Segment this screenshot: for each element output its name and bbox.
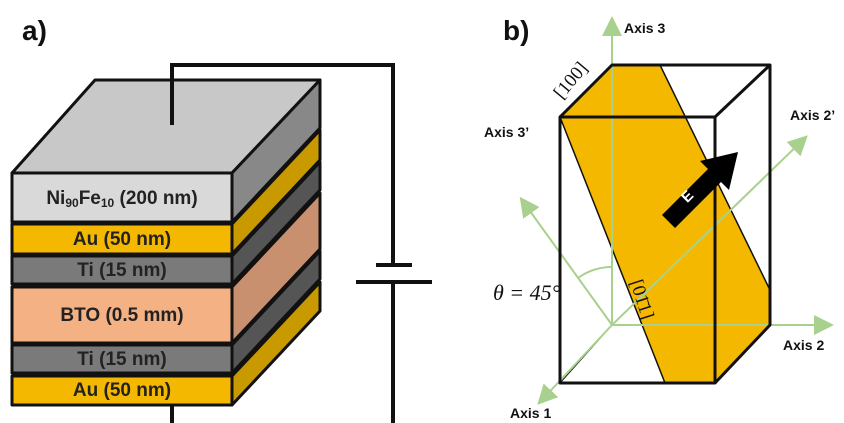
- axis-label: Axis 1: [510, 405, 551, 421]
- angle-label: θ = 45°: [493, 280, 561, 305]
- layer-label: Au (50 nm): [73, 380, 171, 401]
- axis-label: Axis 2: [783, 337, 824, 353]
- layer-label: Au (50 nm): [73, 229, 171, 250]
- layer-label: BTO (0.5 mm): [60, 305, 183, 326]
- layer-label: Ti (15 nm): [77, 349, 166, 370]
- subscript: 10: [101, 196, 115, 210]
- layer-label: Ti (15 nm): [77, 260, 166, 281]
- circuit: [170, 63, 432, 423]
- axes: [519, 16, 834, 405]
- subscript: 90: [65, 196, 79, 210]
- axis-label: Axis 2’: [790, 107, 835, 123]
- panel-label: b): [503, 15, 529, 46]
- panel-label: a): [22, 15, 47, 46]
- field-arrow: [662, 152, 738, 228]
- layer-stack: [10, 78, 322, 407]
- axis-label: Axis 3’: [484, 124, 529, 140]
- layer-label: Ni90Fe10 (200 nm): [46, 188, 197, 210]
- axis-label: Axis 3: [624, 20, 665, 36]
- crystal-plane: [559, 64, 771, 384]
- text: Fe: [79, 188, 101, 209]
- layer-labels: Ni90Fe10 (200 nm) Au (50 nm) Ti (15 nm) …: [46, 188, 197, 401]
- text: Ni: [46, 188, 65, 209]
- crystal-edges: [558, 63, 772, 385]
- text: (200 nm): [114, 188, 197, 209]
